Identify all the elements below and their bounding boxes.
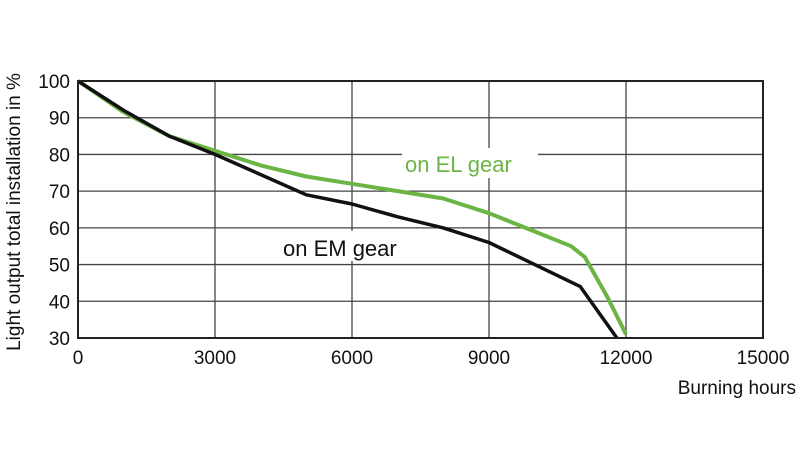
- y-tick-label: 60: [49, 219, 70, 240]
- y-axis-label: Light output total installation in %: [4, 73, 25, 351]
- series-label-on-em-gear: on EM gear: [283, 236, 397, 261]
- x-tick-label: 6000: [331, 348, 373, 369]
- x-tick-label: 12000: [600, 348, 653, 369]
- series-lines: [76, 79, 628, 340]
- y-tick-label: 40: [49, 292, 70, 313]
- x-tick-label: 0: [73, 348, 84, 369]
- series-label-on-el-gear: on EL gear: [405, 152, 512, 177]
- tick-labels: 0 3000 6000 9000 12000 15000 30 40 50 60 70 80 90 100: [38, 72, 789, 369]
- series-label-em: on EM gear: [280, 231, 420, 261]
- y-tick-label: 70: [49, 182, 70, 203]
- y-tick-label: 80: [49, 145, 70, 166]
- grid: [78, 81, 763, 338]
- x-tick-label: 3000: [194, 348, 236, 369]
- y-tick-label: 100: [38, 72, 70, 93]
- y-tick-label: 90: [49, 109, 70, 130]
- x-axis-label: Burning hours: [678, 378, 796, 399]
- x-tick-label: 9000: [468, 348, 510, 369]
- y-tick-label: 50: [49, 256, 70, 277]
- series-label-el: on EL gear: [402, 148, 538, 178]
- series-line-em-gear: [77, 79, 619, 340]
- plot-frame: [77, 80, 764, 339]
- y-tick-label: 30: [49, 329, 70, 350]
- x-tick-label: 15000: [737, 348, 790, 369]
